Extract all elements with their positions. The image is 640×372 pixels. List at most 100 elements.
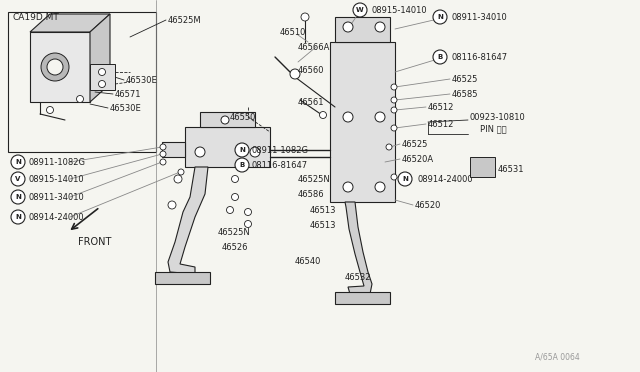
Text: A/65A 0064: A/65A 0064 — [535, 353, 580, 362]
Circle shape — [375, 112, 385, 122]
Polygon shape — [330, 42, 395, 202]
Circle shape — [41, 53, 69, 81]
Circle shape — [232, 176, 239, 183]
Circle shape — [11, 210, 25, 224]
Text: 08116-81647: 08116-81647 — [452, 52, 508, 61]
Circle shape — [47, 59, 63, 75]
Text: 46520: 46520 — [415, 201, 442, 209]
Text: 08915-14010: 08915-14010 — [372, 6, 428, 15]
Circle shape — [244, 221, 252, 228]
Text: N: N — [15, 194, 21, 200]
Text: 08915-14010: 08915-14010 — [28, 174, 84, 183]
Text: 46512: 46512 — [428, 103, 454, 112]
Text: 46520A: 46520A — [402, 154, 434, 164]
Circle shape — [375, 22, 385, 32]
Text: 08911-34010: 08911-34010 — [28, 192, 84, 202]
Text: 08911-1082G: 08911-1082G — [28, 157, 85, 167]
Circle shape — [319, 112, 326, 119]
Polygon shape — [30, 14, 110, 32]
Text: 46526: 46526 — [222, 243, 248, 251]
Text: 46525: 46525 — [452, 74, 478, 83]
Circle shape — [232, 193, 239, 201]
Circle shape — [343, 182, 353, 192]
Circle shape — [160, 151, 166, 157]
Text: 46586: 46586 — [298, 189, 324, 199]
Circle shape — [235, 143, 249, 157]
Circle shape — [343, 112, 353, 122]
Text: 46530E: 46530E — [126, 76, 157, 84]
Circle shape — [386, 144, 392, 150]
Circle shape — [168, 201, 176, 209]
Text: W: W — [356, 7, 364, 13]
Text: N: N — [437, 14, 443, 20]
Text: 08911-34010: 08911-34010 — [452, 13, 508, 22]
Text: 46530E: 46530E — [110, 103, 141, 112]
Text: 08911-1082G: 08911-1082G — [252, 145, 309, 154]
Circle shape — [244, 208, 252, 215]
Circle shape — [174, 175, 182, 183]
Text: 08116-81647: 08116-81647 — [252, 160, 308, 170]
Circle shape — [11, 172, 25, 186]
Bar — [8, 12, 156, 152]
Circle shape — [160, 144, 166, 150]
Circle shape — [433, 50, 447, 64]
Polygon shape — [155, 272, 210, 284]
Text: 46513: 46513 — [310, 221, 337, 230]
Polygon shape — [200, 112, 255, 127]
Circle shape — [301, 13, 309, 21]
Text: 46525: 46525 — [402, 140, 428, 148]
Text: 46585: 46585 — [452, 90, 479, 99]
Text: N: N — [15, 159, 21, 165]
Circle shape — [375, 182, 385, 192]
Circle shape — [99, 68, 106, 76]
Circle shape — [353, 3, 367, 17]
Polygon shape — [90, 14, 110, 102]
Circle shape — [11, 155, 25, 169]
Polygon shape — [30, 32, 90, 102]
Circle shape — [195, 147, 205, 157]
Text: CA19D.MT: CA19D.MT — [12, 13, 59, 22]
Text: 46513: 46513 — [310, 205, 337, 215]
Polygon shape — [168, 167, 208, 274]
Text: 46525M: 46525M — [168, 16, 202, 25]
Text: N: N — [15, 214, 21, 220]
Text: 46561: 46561 — [298, 97, 324, 106]
Circle shape — [398, 172, 412, 186]
Circle shape — [227, 206, 234, 214]
Circle shape — [391, 107, 397, 113]
Text: 46532: 46532 — [345, 273, 371, 282]
Text: V: V — [15, 176, 20, 182]
Text: 46571: 46571 — [115, 90, 141, 99]
Text: 08914-24000: 08914-24000 — [28, 212, 84, 221]
Text: 46560: 46560 — [298, 65, 324, 74]
Text: 46566A: 46566A — [298, 42, 330, 51]
Text: N: N — [239, 147, 245, 153]
Circle shape — [343, 22, 353, 32]
Polygon shape — [185, 127, 270, 167]
Text: 46540: 46540 — [295, 257, 321, 266]
Polygon shape — [162, 142, 185, 157]
Circle shape — [433, 10, 447, 24]
Polygon shape — [335, 17, 390, 42]
Polygon shape — [345, 202, 372, 294]
Circle shape — [221, 116, 229, 124]
Circle shape — [290, 69, 300, 79]
Polygon shape — [470, 157, 495, 177]
Text: 46525N: 46525N — [298, 174, 331, 183]
Circle shape — [391, 84, 397, 90]
Text: 00923-10810: 00923-10810 — [470, 112, 525, 122]
Circle shape — [250, 147, 260, 157]
Circle shape — [47, 106, 54, 113]
Text: 46510: 46510 — [280, 28, 307, 36]
Text: N: N — [402, 176, 408, 182]
Text: B: B — [437, 54, 443, 60]
Text: PIN ピン: PIN ピン — [480, 125, 507, 134]
Text: 46512: 46512 — [428, 119, 454, 128]
Text: 46525N: 46525N — [218, 228, 251, 237]
Circle shape — [235, 158, 249, 172]
Polygon shape — [335, 292, 390, 304]
Circle shape — [391, 174, 397, 180]
Text: 08914-24000: 08914-24000 — [418, 174, 474, 183]
Circle shape — [11, 190, 25, 204]
Text: 46550: 46550 — [230, 112, 257, 122]
